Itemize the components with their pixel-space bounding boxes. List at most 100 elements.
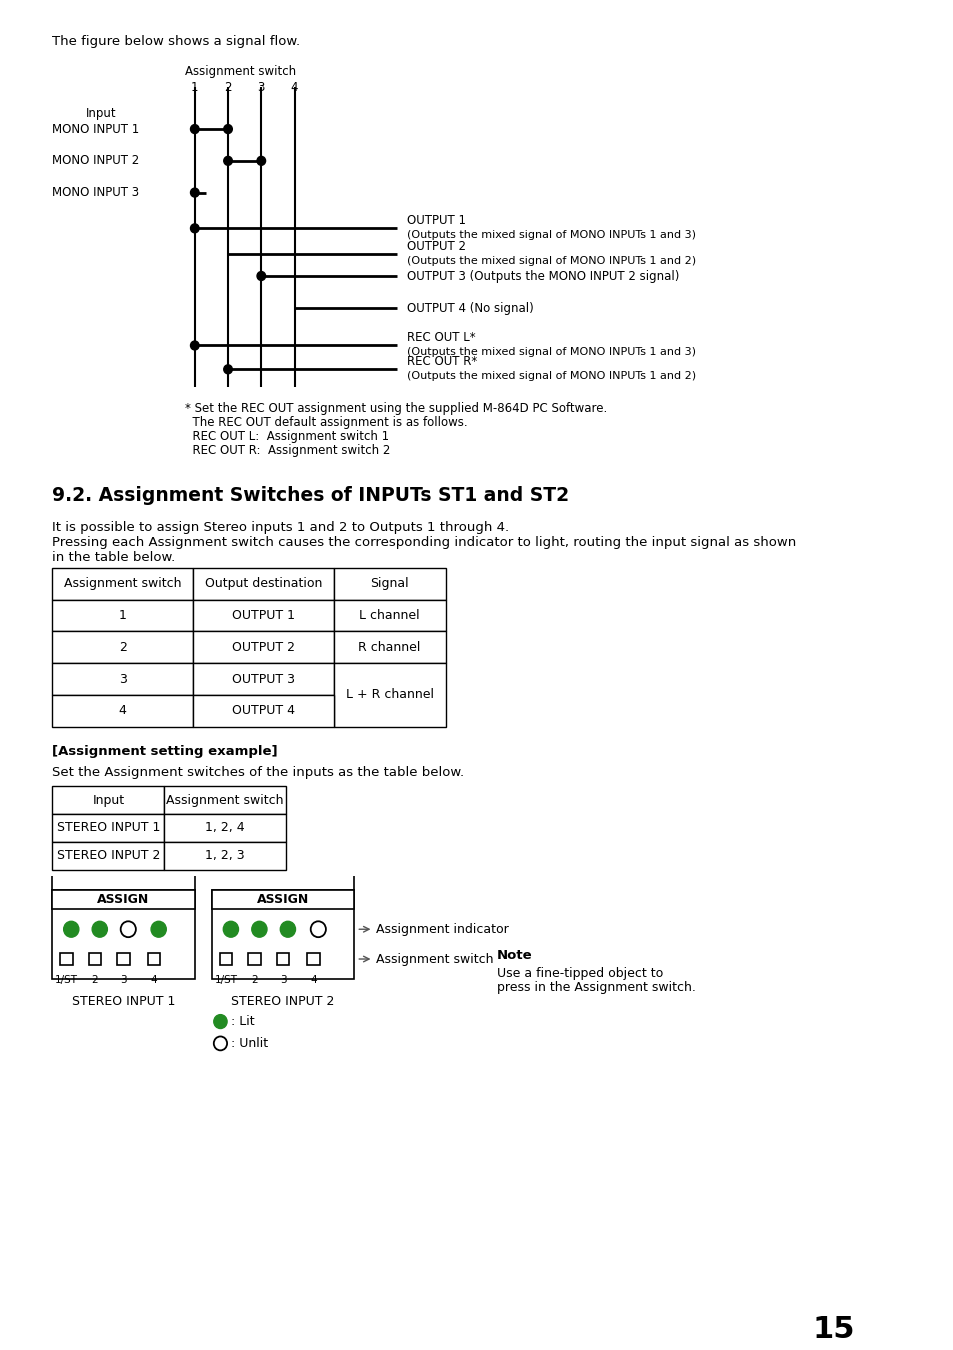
Text: OUTPUT 2: OUTPUT 2 [232, 641, 294, 653]
Text: Assignment switch: Assignment switch [375, 953, 494, 965]
Text: Output destination: Output destination [204, 578, 321, 590]
Text: OUTPUT 4: OUTPUT 4 [232, 705, 294, 717]
Bar [334, 663, 445, 726]
Text: 1: 1 [118, 609, 127, 622]
Bar [52, 890, 194, 910]
Text: OUTPUT 3 (Outputs the MONO INPUT 2 signal): OUTPUT 3 (Outputs the MONO INPUT 2 signa… [406, 270, 679, 284]
Text: MONO INPUT 3: MONO INPUT 3 [52, 186, 139, 198]
Bar [52, 695, 193, 726]
Text: 2: 2 [224, 81, 232, 95]
Bar [212, 890, 355, 979]
Text: OUTPUT 1: OUTPUT 1 [406, 215, 465, 227]
Bar [334, 599, 445, 632]
Circle shape [252, 921, 267, 937]
Text: The figure below shows a signal flow.: The figure below shows a signal flow. [52, 35, 300, 47]
Bar [193, 568, 334, 599]
Circle shape [151, 921, 166, 937]
Text: 4: 4 [291, 81, 298, 95]
Text: (Outputs the mixed signal of MONO INPUTs 1 and 3): (Outputs the mixed signal of MONO INPUTs… [406, 347, 695, 358]
Circle shape [224, 364, 233, 374]
Text: ASSIGN: ASSIGN [97, 892, 150, 906]
Text: press in the Assignment switch.: press in the Assignment switch. [497, 981, 695, 994]
Text: The REC OUT default assignment is as follows.: The REC OUT default assignment is as fol… [185, 416, 467, 429]
Text: in the table below.: in the table below. [52, 551, 175, 564]
Text: OUTPUT 3: OUTPUT 3 [232, 672, 294, 686]
Text: (Outputs the mixed signal of MONO INPUTs 1 and 3): (Outputs the mixed signal of MONO INPUTs… [406, 231, 695, 240]
Text: 1, 2, 4: 1, 2, 4 [205, 822, 245, 834]
Bar [164, 814, 286, 842]
Text: 1/ST: 1/ST [214, 975, 237, 985]
Circle shape [120, 921, 135, 937]
Text: 4: 4 [310, 975, 316, 985]
Text: REC OUT R:  Assignment switch 2: REC OUT R: Assignment switch 2 [185, 444, 390, 456]
Bar [52, 814, 164, 842]
Text: STEREO INPUT 1: STEREO INPUT 1 [56, 822, 160, 834]
Circle shape [311, 921, 326, 937]
Circle shape [64, 921, 79, 937]
Text: MONO INPUT 2: MONO INPUT 2 [52, 154, 139, 167]
Circle shape [224, 157, 233, 165]
Bar [148, 953, 160, 965]
Text: : Unlit: : Unlit [231, 1037, 268, 1050]
Text: It is possible to assign Stereo inputs 1 and 2 to Outputs 1 through 4.: It is possible to assign Stereo inputs 1… [52, 521, 509, 535]
Text: 1: 1 [191, 81, 198, 95]
Text: Input: Input [92, 794, 124, 807]
Text: Use a fine-tipped object to: Use a fine-tipped object to [497, 967, 662, 980]
Circle shape [224, 124, 233, 134]
Text: 3: 3 [257, 81, 265, 95]
Text: 3: 3 [120, 975, 127, 985]
Text: : Lit: : Lit [231, 1015, 254, 1029]
Circle shape [213, 1015, 227, 1029]
Text: Assignment switch: Assignment switch [185, 65, 296, 77]
Text: REC OUT L*: REC OUT L* [406, 332, 475, 344]
Text: REC OUT R*: REC OUT R* [406, 355, 476, 369]
Text: REC OUT L:  Assignment switch 1: REC OUT L: Assignment switch 1 [185, 429, 389, 443]
Text: 3: 3 [279, 975, 286, 985]
Bar [52, 786, 164, 814]
Bar [307, 953, 319, 965]
Text: 1/ST: 1/ST [55, 975, 78, 985]
Text: 9.2. Assignment Switches of INPUTs ST1 and ST2: 9.2. Assignment Switches of INPUTs ST1 a… [52, 486, 569, 505]
Text: 15: 15 [812, 1315, 854, 1345]
Text: R channel: R channel [358, 641, 420, 653]
Text: 2: 2 [91, 975, 98, 985]
Bar [117, 953, 130, 965]
Text: Assignment switch: Assignment switch [166, 794, 284, 807]
Text: Set the Assignment switches of the inputs as the table below.: Set the Assignment switches of the input… [52, 767, 464, 779]
Bar [60, 953, 72, 965]
Text: Assignment switch: Assignment switch [64, 578, 181, 590]
Text: (Outputs the mixed signal of MONO INPUTs 1 and 2): (Outputs the mixed signal of MONO INPUTs… [406, 256, 695, 266]
Text: Signal: Signal [370, 578, 409, 590]
Bar [334, 568, 445, 599]
Text: 3: 3 [118, 672, 127, 686]
Circle shape [191, 342, 199, 350]
Bar [193, 632, 334, 663]
Text: L + R channel: L + R channel [345, 688, 433, 702]
Bar [52, 663, 193, 695]
Bar [248, 953, 260, 965]
Circle shape [280, 921, 295, 937]
Bar [164, 786, 286, 814]
Bar [212, 890, 355, 910]
Text: STEREO INPUT 2: STEREO INPUT 2 [56, 849, 160, 863]
Bar [193, 599, 334, 632]
Text: STEREO INPUT 1: STEREO INPUT 1 [71, 995, 175, 1007]
Bar [164, 842, 286, 869]
Bar [193, 663, 334, 695]
Circle shape [191, 188, 199, 197]
Text: 2: 2 [251, 975, 257, 985]
Bar [193, 695, 334, 726]
Text: Note: Note [497, 949, 532, 963]
Bar [52, 890, 194, 979]
Text: MONO INPUT 1: MONO INPUT 1 [52, 123, 139, 135]
Bar [220, 953, 233, 965]
Bar [52, 568, 193, 599]
Bar [334, 632, 445, 663]
Bar [89, 953, 101, 965]
Bar [52, 632, 193, 663]
Circle shape [92, 921, 108, 937]
Text: * Set the REC OUT assignment using the supplied M-864D PC Software.: * Set the REC OUT assignment using the s… [185, 402, 607, 414]
Bar [52, 599, 193, 632]
Circle shape [223, 921, 238, 937]
Text: OUTPUT 1: OUTPUT 1 [232, 609, 294, 622]
